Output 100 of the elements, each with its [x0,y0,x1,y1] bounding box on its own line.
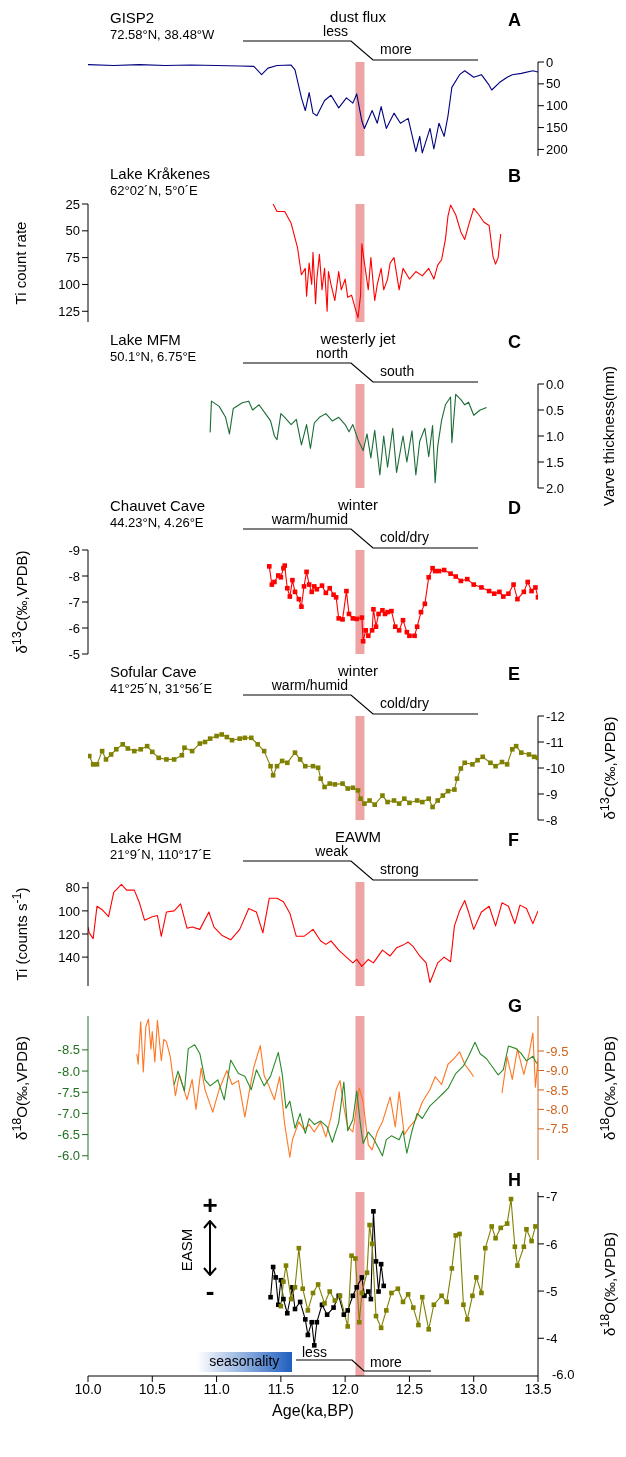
point [367,1222,372,1228]
point [453,1233,459,1238]
y-axis-title: Ti count rate [11,221,29,305]
text: strong [380,861,419,877]
y2-tick-label: -10 [546,760,565,776]
y2-tick-label: 1.5 [546,454,565,470]
y-tick-label: -8.5 [57,1042,80,1058]
x-tick-label: 10.0 [74,1380,102,1397]
y2-tick-label: 0.5 [546,402,565,418]
text: north [316,345,348,361]
y2-tick-label: -8.0 [546,1102,569,1118]
x-tick-label: 13.5 [524,1380,552,1397]
y2-tick-label: 0.0 [546,376,565,392]
y2-tick-label: -7.5 [546,1121,569,1137]
chart-title: G [508,996,523,1017]
y-tick-label: -6.0 [57,1148,80,1164]
y-tick-label: -8 [68,568,80,584]
y2-tick-label: -7 [546,1189,558,1205]
point [354,1285,360,1290]
chart-title: H [508,1170,521,1191]
y-tick-label: -6.5 [57,1127,80,1143]
text: 21°9´N, 110°17´E [110,847,212,862]
text: westerly jet [320,330,396,347]
y-tick-label: -8.0 [57,1063,80,1079]
y2-tick-label: 200 [546,142,568,158]
y2-tick-label: 2.0 [546,480,565,496]
point [350,1293,356,1299]
point [416,1322,421,1328]
point [419,1294,425,1300]
text: 44.23°N, 4.26°E [110,515,204,530]
x-axis-title: Age(ka,BP) [272,1402,354,1420]
line-series [272,204,502,319]
point [389,1290,394,1296]
annotation: more [370,1354,402,1370]
x-tick-label: 13.0 [460,1380,488,1397]
y-tick-label: -7.0 [57,1106,80,1122]
point [345,1324,351,1329]
annotation: seasonality [209,1353,280,1369]
text: -6.0 [552,1367,575,1382]
chart-title: D [508,498,521,519]
point [515,1263,520,1268]
y-tick-label: 100 [58,903,80,919]
chart-title: B [508,166,521,187]
y-tick-label: 125 [58,303,80,319]
text: cold/dry [380,529,430,545]
text: 72.58°N, 38.48°W [110,27,215,42]
point [300,1286,306,1292]
point [521,1244,527,1250]
point [305,1308,311,1313]
y2-tick-label: -6 [546,1236,558,1252]
point [405,1292,411,1297]
x-tick-label: 12.5 [395,1380,424,1397]
point [381,1283,387,1289]
point [512,1244,518,1250]
point [376,1289,381,1294]
y2-tick-label: 50 [546,76,561,92]
y2-tick-label: 150 [546,120,568,136]
point [364,1270,370,1275]
annotation: + [202,1190,218,1221]
point [449,1266,455,1271]
y-tick-label: 50 [65,223,80,239]
chart-subtitle: Lake MFM [110,331,181,348]
point [283,1263,289,1268]
y-tick-label: 100 [58,277,80,293]
y-tick-label: -5 [68,646,80,662]
point [383,1308,389,1313]
line-series [209,393,488,484]
chart-title: C [508,332,521,353]
point [331,1305,336,1310]
point [302,1317,308,1322]
chart-subtitle: Sofular Cave [110,663,197,680]
y-tick-label: -6 [68,620,80,636]
y2-tick-label: -9.0 [546,1063,569,1079]
text: cold/dry [380,695,430,711]
text: 50.1°N, 6.75°E [110,349,197,364]
text: 41°25´N, 31°56´E [110,681,213,696]
text: warm/humid [271,511,348,527]
chart-subtitle: Chauvet Cave [110,497,206,514]
point [373,1259,379,1264]
text: winter [337,496,379,513]
point [461,1302,466,1308]
x-tick-label: 11.5 [267,1380,295,1397]
y-tick-label: 25 [65,196,80,212]
point [359,1275,365,1280]
point [309,1319,315,1325]
annotation: less [302,1344,327,1360]
point [327,1289,333,1294]
point [345,1308,351,1313]
chart-subtitle: Lake Kråkenes [110,165,211,182]
point [410,1305,416,1310]
point [324,1312,330,1317]
point [529,1238,534,1244]
point [315,1282,321,1287]
point [341,1312,347,1317]
point [371,1209,376,1214]
x-tick-label: 12.0 [331,1380,359,1397]
y2-tick-label: -5 [546,1283,558,1299]
y2-tick-label: 100 [546,98,568,114]
y2-tick-label: -11 [546,734,564,750]
y2-tick-label: -9 [546,786,558,802]
